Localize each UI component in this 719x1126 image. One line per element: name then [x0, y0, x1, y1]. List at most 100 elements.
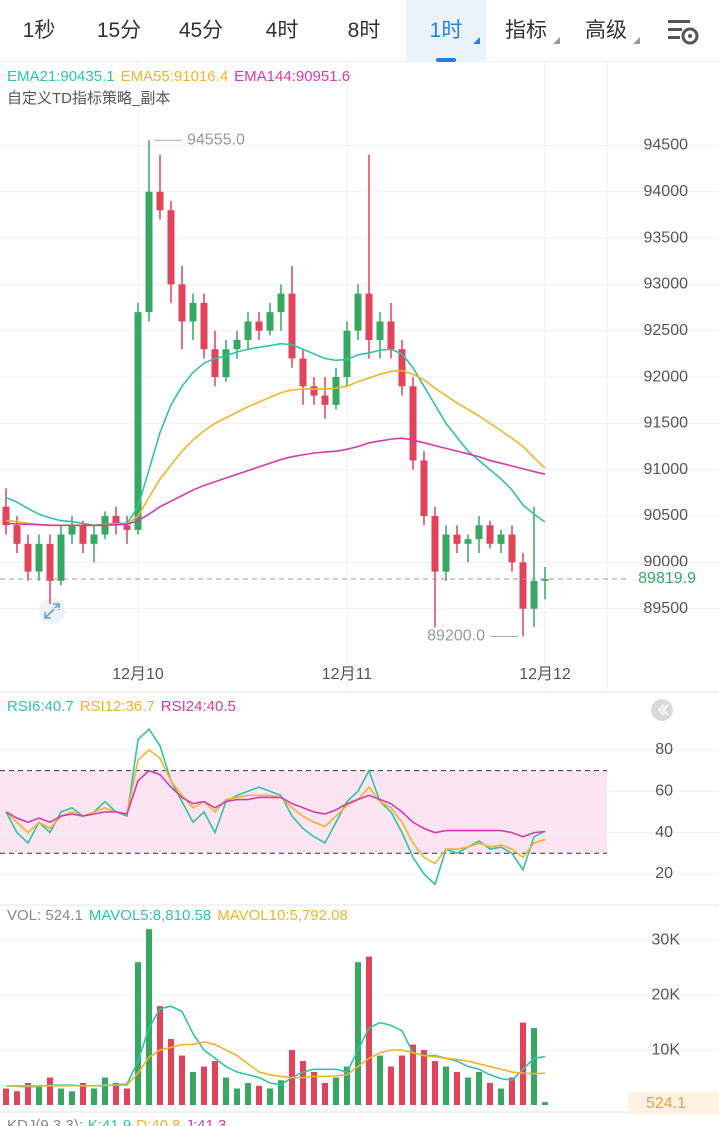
timeframe-tab[interactable]: 45分 [178, 18, 224, 42]
y-tick-label: 89500 [644, 600, 689, 617]
y-tick-label: 93000 [644, 276, 689, 293]
volume-bar [25, 1083, 31, 1105]
candle-body [156, 191, 164, 211]
rsi-line [5, 748, 546, 865]
candle-body [266, 312, 274, 331]
rsi-band [0, 770, 607, 854]
volume-bar [377, 1055, 383, 1105]
candle-body [233, 339, 241, 350]
legend-entry: EMA21:90435.1 [7, 68, 115, 85]
legend-entry: MAVOL10:5,792.08 [217, 907, 348, 924]
volume-bar [256, 1085, 262, 1105]
candle-body [79, 525, 87, 544]
candle-body [420, 460, 428, 517]
volume-bar [190, 1072, 196, 1105]
y-tick-label: 60 [655, 782, 673, 799]
y-tick-label: 30K [652, 931, 681, 948]
candle-body [376, 321, 384, 340]
price-label: 89819.9 [638, 570, 696, 587]
y-tick-label: 94500 [644, 137, 689, 154]
ema-line [5, 369, 546, 527]
volume-bar [212, 1061, 218, 1105]
reset-icon-glyph [44, 603, 60, 619]
low-label: 89200.0 [427, 628, 485, 645]
timeframe-tab[interactable]: 4时 [265, 18, 299, 42]
volume-bar [278, 1080, 284, 1105]
candle-body [200, 302, 208, 350]
candle-body [211, 349, 219, 378]
timeframe-tab[interactable]: 15分 [96, 18, 142, 42]
volume-bar [69, 1091, 75, 1105]
volume-bar [509, 1077, 515, 1105]
candle-body [464, 539, 472, 544]
candle-body [398, 349, 406, 387]
timeframe-tab[interactable]: 高级 [566, 0, 646, 62]
kdj-legend-entry: D:40.8 [136, 1117, 180, 1126]
candle-body [112, 516, 120, 526]
volume-bar [146, 929, 152, 1105]
candle-body [35, 543, 43, 572]
timeframe-tab[interactable]: 8时 [347, 18, 381, 42]
mavol-line [6, 1040, 546, 1087]
volume-bar [58, 1088, 64, 1105]
volume-bar [421, 1050, 427, 1105]
candle-body [365, 293, 373, 340]
candle-body [541, 579, 549, 581]
kdj-legend-entry: KDJ(9,3,3): [7, 1117, 83, 1126]
legend-entry: RSI24:40.5 [161, 698, 236, 715]
y-tick-label: 94000 [644, 183, 689, 200]
timeframe-tab[interactable]: 指标 [486, 0, 566, 62]
volume-bar [520, 1022, 526, 1105]
volume-bar [157, 1006, 163, 1105]
volume-bar [245, 1083, 251, 1105]
indicator-subtitle: 自定义TD指标策略_副本 [7, 90, 170, 107]
volume-bar [432, 1061, 438, 1105]
volume-label: 524.1 [646, 1095, 686, 1112]
rsi-line [5, 769, 546, 838]
legend-entry: EMA144:90951.6 [234, 68, 350, 85]
y-tick-label: 20K [652, 986, 681, 1003]
volume-bar [399, 1055, 405, 1105]
volume-bar [135, 962, 141, 1105]
volume-bar [234, 1088, 240, 1105]
candle-body [497, 534, 505, 544]
volume-bar [3, 1088, 9, 1105]
legend-entry: VOL: 524.1 [7, 907, 83, 924]
volume-bar [168, 1039, 174, 1105]
kdj-legend-entry: J:41.3 [185, 1117, 226, 1126]
timeframe-tab[interactable]: 1时 [406, 0, 486, 62]
candle-body [123, 525, 131, 530]
timeframe-tab[interactable]: 1秒 [22, 18, 56, 42]
y-tick-label: 20 [655, 865, 673, 882]
legend-entry: MAVOL5:8,810.58 [89, 907, 211, 924]
kdj-legend-entry: K:41.9 [88, 1117, 131, 1126]
candle-body [90, 534, 98, 544]
candle-body [255, 321, 263, 331]
volume-bar [91, 1088, 97, 1105]
rsi-line [5, 727, 546, 886]
candle-body [442, 534, 450, 572]
candle-body [13, 525, 21, 544]
volume-bar [179, 1055, 185, 1105]
high-label: 94555.0 [187, 132, 245, 149]
candle-body [519, 562, 527, 609]
volume-bar [267, 1088, 273, 1105]
volume-bar [410, 1044, 416, 1105]
y-tick-label: 91500 [644, 415, 689, 432]
candle-body [145, 191, 153, 313]
candle-body [134, 312, 142, 530]
volume-bar [223, 1077, 229, 1105]
settings-button[interactable] [646, 0, 719, 62]
volume-bar [311, 1072, 317, 1105]
volume-bar [531, 1028, 537, 1105]
y-tick-label: 92000 [644, 368, 689, 385]
volume-bar [542, 1102, 548, 1105]
candle-body [178, 284, 186, 322]
candle-body [332, 377, 340, 405]
candle-body [475, 525, 483, 540]
legend-entry: RSI12:36.7 [80, 698, 155, 715]
volume-bar [47, 1077, 53, 1105]
y-tick-label: 92500 [644, 322, 689, 339]
candle-body [387, 321, 395, 350]
